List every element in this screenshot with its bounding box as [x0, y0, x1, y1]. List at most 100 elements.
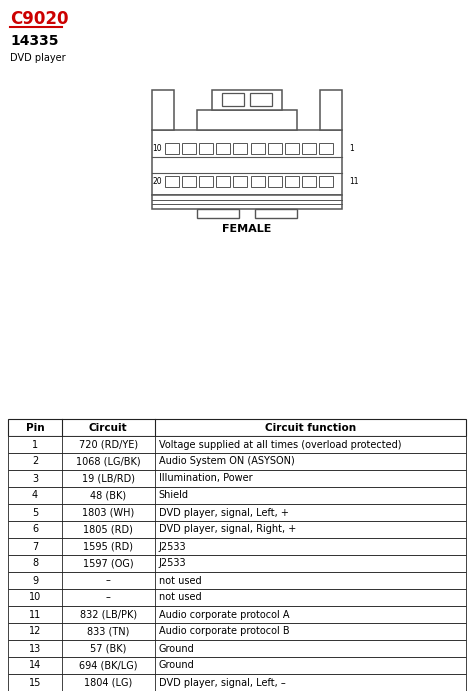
- Bar: [251, 143, 264, 154]
- Bar: [212, 90, 282, 110]
- Text: –: –: [106, 592, 111, 603]
- Text: 6: 6: [32, 524, 38, 535]
- Bar: [152, 130, 342, 195]
- Text: not used: not used: [159, 592, 201, 603]
- Text: Voltage supplied at all times (overload protected): Voltage supplied at all times (overload …: [159, 439, 401, 450]
- Bar: [8, 623, 466, 640]
- Bar: [8, 606, 466, 623]
- Bar: [8, 521, 466, 538]
- Text: 1804 (LG): 1804 (LG): [84, 677, 132, 688]
- Text: 48 (BK): 48 (BK): [90, 491, 127, 500]
- Bar: [182, 176, 196, 187]
- Text: J2533: J2533: [159, 558, 186, 569]
- Text: 11: 11: [29, 609, 41, 620]
- Text: 833 (TN): 833 (TN): [87, 627, 129, 636]
- Bar: [8, 572, 466, 589]
- Text: Ground: Ground: [159, 643, 194, 654]
- Text: 19 (LB/RD): 19 (LB/RD): [82, 473, 135, 484]
- Text: Audio corporate protocol B: Audio corporate protocol B: [159, 627, 289, 636]
- Text: DVD player: DVD player: [10, 53, 65, 63]
- Bar: [216, 176, 230, 187]
- Bar: [152, 195, 342, 209]
- Text: 8: 8: [32, 558, 38, 569]
- Bar: [250, 93, 272, 106]
- Bar: [182, 143, 196, 154]
- Bar: [152, 90, 174, 130]
- Text: 11: 11: [349, 177, 358, 186]
- Bar: [233, 143, 247, 154]
- Bar: [319, 176, 333, 187]
- Bar: [8, 674, 466, 691]
- Bar: [8, 504, 466, 521]
- Bar: [165, 143, 179, 154]
- Bar: [216, 143, 230, 154]
- Bar: [8, 538, 466, 555]
- Bar: [222, 93, 244, 106]
- Text: 12: 12: [29, 627, 41, 636]
- Bar: [233, 176, 247, 187]
- Text: 1597 (OG): 1597 (OG): [83, 558, 134, 569]
- Text: DVD player, signal, Right, +: DVD player, signal, Right, +: [159, 524, 296, 535]
- Bar: [8, 436, 466, 453]
- Text: 3: 3: [32, 473, 38, 484]
- Bar: [302, 143, 316, 154]
- Bar: [197, 209, 239, 218]
- Text: 1805 (RD): 1805 (RD): [83, 524, 133, 535]
- Text: 1: 1: [349, 144, 354, 153]
- Bar: [319, 143, 333, 154]
- Text: 5: 5: [32, 507, 38, 518]
- Text: Circuit: Circuit: [89, 422, 128, 433]
- Text: –: –: [106, 576, 111, 585]
- Text: Shield: Shield: [159, 491, 189, 500]
- Text: 1: 1: [32, 439, 38, 450]
- Text: not used: not used: [159, 576, 201, 585]
- Bar: [8, 419, 466, 436]
- Text: 694 (BK/LG): 694 (BK/LG): [79, 661, 137, 670]
- Text: 14: 14: [29, 661, 41, 670]
- Bar: [8, 589, 466, 606]
- Bar: [197, 110, 297, 130]
- Bar: [8, 487, 466, 504]
- Text: 10: 10: [29, 592, 41, 603]
- Bar: [8, 640, 466, 657]
- Bar: [8, 555, 466, 572]
- Text: Audio corporate protocol A: Audio corporate protocol A: [159, 609, 289, 620]
- Bar: [165, 176, 179, 187]
- Text: 832 (LB/PK): 832 (LB/PK): [80, 609, 137, 620]
- Text: 720 (RD/YE): 720 (RD/YE): [79, 439, 138, 450]
- Bar: [199, 143, 213, 154]
- Text: 9: 9: [32, 576, 38, 585]
- Text: FEMALE: FEMALE: [222, 224, 272, 234]
- Text: DVD player, signal, Left, –: DVD player, signal, Left, –: [159, 677, 285, 688]
- Text: 7: 7: [32, 542, 38, 551]
- Bar: [251, 176, 264, 187]
- Bar: [8, 657, 466, 674]
- Text: Ground: Ground: [159, 661, 194, 670]
- Text: DVD player, signal, Left, +: DVD player, signal, Left, +: [159, 507, 289, 518]
- Text: 15: 15: [29, 677, 41, 688]
- Text: 20: 20: [152, 177, 162, 186]
- Bar: [302, 176, 316, 187]
- Text: 13: 13: [29, 643, 41, 654]
- Text: Circuit function: Circuit function: [264, 422, 356, 433]
- Text: J2533: J2533: [159, 542, 186, 551]
- Text: 10: 10: [152, 144, 162, 153]
- Text: 57 (BK): 57 (BK): [90, 643, 127, 654]
- Bar: [8, 453, 466, 470]
- Text: C9020: C9020: [10, 10, 69, 28]
- Text: 1595 (RD): 1595 (RD): [83, 542, 133, 551]
- Text: Illumination, Power: Illumination, Power: [159, 473, 252, 484]
- Bar: [285, 143, 299, 154]
- Bar: [268, 176, 282, 187]
- Bar: [255, 209, 297, 218]
- Text: Audio System ON (ASYSON): Audio System ON (ASYSON): [159, 457, 294, 466]
- Text: Pin: Pin: [26, 422, 45, 433]
- Text: 14335: 14335: [10, 34, 58, 48]
- Text: 1803 (WH): 1803 (WH): [82, 507, 135, 518]
- Bar: [320, 90, 342, 130]
- Text: 1068 (LG/BK): 1068 (LG/BK): [76, 457, 141, 466]
- Text: 4: 4: [32, 491, 38, 500]
- Bar: [285, 176, 299, 187]
- Text: 2: 2: [32, 457, 38, 466]
- Bar: [268, 143, 282, 154]
